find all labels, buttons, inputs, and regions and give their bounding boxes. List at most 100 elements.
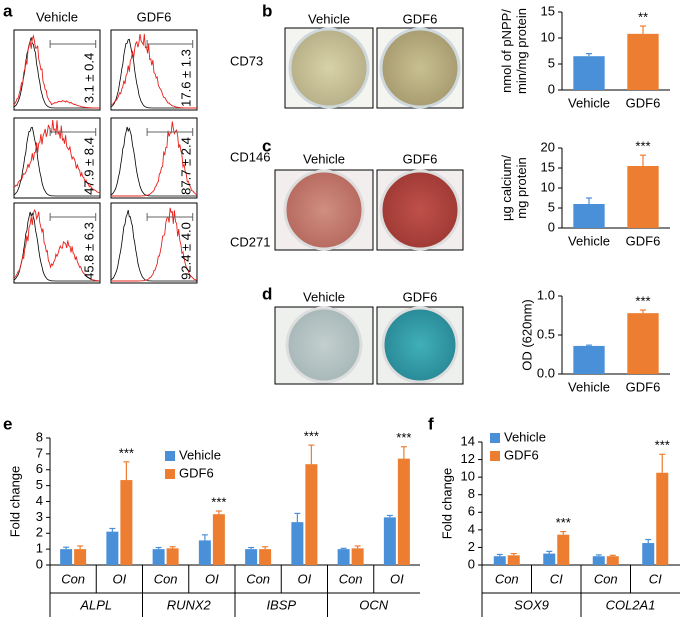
bar [106,531,119,565]
positive-percentage: 45.8 ± 6.3 [81,222,96,280]
marker-label: CD271 [230,234,270,249]
isotype-curve [110,126,197,197]
x-tick-label: GDF6 [626,379,661,394]
y-tick-label: 0.0 [537,365,555,380]
histogram-frame [13,202,101,284]
y-tick-label: 15 [541,3,555,18]
photo-label: GDF6 [403,289,438,304]
x-tick-label: OI [113,571,127,586]
column-header: Vehicle [36,9,78,24]
x-tick-label: Vehicle [568,95,610,110]
bar [291,522,304,565]
marker-curve [110,33,197,109]
bar [120,480,133,565]
histogram-frame [110,117,198,199]
y-axis-label: nmol of pNPP/ [499,9,514,93]
photo-label: Vehicle [308,11,350,26]
y-tick-label: 6 [36,461,43,476]
x-tick-label: OI [298,571,312,586]
y-tick-label: 5 [36,477,43,492]
marker-curve [111,121,198,197]
y-tick-label: 12 [461,451,475,466]
bar [337,549,350,565]
marker-label: CD73 [230,53,263,68]
bar [198,540,211,565]
y-tick-label: 5 [548,199,555,214]
y-tick-label: 1.0 [537,287,555,302]
y-tick-label: 3 [36,509,43,524]
panel-label: b [262,1,272,20]
positive-percentage: 3.1 ± 0.4 [81,53,96,104]
bar [351,548,364,565]
marker-curve [13,34,100,109]
bar [493,556,506,565]
y-tick-label: 0.5 [537,326,555,341]
y-tick-label: 10 [541,179,555,194]
marker-curve [111,207,198,282]
group-label: OCN [359,597,389,612]
y-axis-label: Fold change [7,466,22,538]
bar [606,556,619,565]
bar [557,534,570,565]
y-tick-label: 4 [468,521,475,536]
bar [627,313,659,374]
y-tick-label: 1 [36,541,43,556]
positive-percentage: 47.9 ± 8.4 [81,137,96,195]
significance-label: *** [211,494,226,509]
legend-label: GDF6 [179,465,214,480]
group-label: COL2A1 [606,597,656,612]
panel-label: d [262,284,272,303]
y-tick-label: 2 [468,539,475,554]
y-tick-label: 10 [541,29,555,44]
bar [656,472,669,565]
photo-label: GDF6 [403,11,438,26]
y-axis-label: µg calcium/ [499,155,514,221]
x-tick-label: GDF6 [626,233,661,248]
stain-photos [274,27,464,385]
legend-swatch [165,451,175,461]
y-tick-label: 8 [468,486,475,501]
y-tick-label: 0 [468,556,475,571]
histogram-frame [110,202,198,284]
y-tick-label: 8 [36,429,43,444]
histogram-frame [13,117,101,199]
positive-percentage: 17.6 ± 1.3 [178,49,193,107]
x-tick-label: Con [154,571,178,586]
bar [642,543,655,565]
well [283,169,365,251]
panel-label: e [3,414,12,433]
marker-label: CD146 [230,149,270,164]
well [285,306,363,384]
x-tick-label: CI [649,571,662,586]
x-tick-label: Con [495,571,519,586]
bar [592,556,605,565]
bar [383,517,396,565]
panel-label: a [3,1,13,20]
x-tick-label: Vehicle [568,233,610,248]
group-label: RUNX2 [167,597,212,612]
x-tick-label: GDF6 [626,95,661,110]
legend-swatch [490,451,500,461]
column-header: GDF6 [137,9,172,24]
y-tick-label: 0 [36,556,43,571]
photo-label: Vehicle [303,289,345,304]
x-tick-label: Vehicle [568,379,610,394]
significance-label: *** [556,515,571,530]
bar [507,555,520,565]
bar [166,548,179,565]
x-tick-label: CI [550,571,563,586]
bar [573,204,605,228]
legend-label: GDF6 [504,447,539,462]
significance-label: *** [119,445,134,460]
y-tick-label: 0 [548,81,555,96]
group-label: ALPL [79,597,112,612]
marker-curve [13,120,101,194]
legend-label: Vehicle [179,447,221,462]
bar [573,56,605,90]
bar [152,549,165,565]
bar [212,514,225,565]
y-tick-label: 5 [548,55,555,70]
legend-swatch [490,433,500,443]
y-tick-label: 0 [548,219,555,234]
